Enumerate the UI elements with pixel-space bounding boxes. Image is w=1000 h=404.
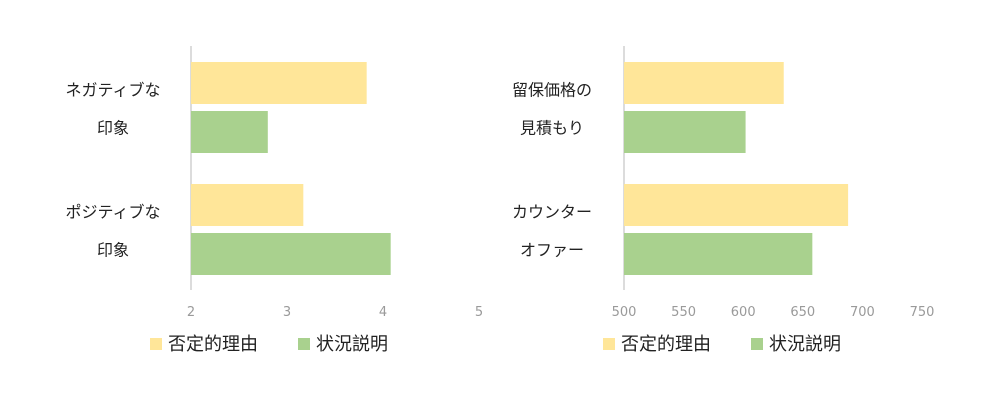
chart2-tick-label: 600 xyxy=(731,305,756,320)
chart2-tick-label: 650 xyxy=(790,305,815,320)
chart2-tick-label: 550 xyxy=(671,305,696,320)
chart2-category-label: カウンター xyxy=(512,203,592,222)
chart1-tick-label: 3 xyxy=(283,305,291,320)
chart1-bar-situation xyxy=(191,233,391,275)
chart1-category-label: 印象 xyxy=(97,119,129,138)
chart2-legend-swatch xyxy=(603,338,615,350)
chart2-bar-situation xyxy=(624,111,746,153)
chart1-bar-negative-reason xyxy=(191,62,367,104)
chart1-tick-label: 4 xyxy=(379,305,387,320)
chart1-legend-swatch xyxy=(150,338,162,350)
chart2-legend-label: 状況説明 xyxy=(769,334,841,355)
chart1-category-label: 印象 xyxy=(97,241,129,260)
chart1-tick-label: 2 xyxy=(187,305,195,320)
chart1-tick-label: 5 xyxy=(475,305,483,320)
chart2-tick-label: 750 xyxy=(910,305,935,320)
chart2-legend-label: 否定的理由 xyxy=(621,334,711,355)
chart1-legend-label: 状況説明 xyxy=(316,334,388,355)
chart1-legend-swatch xyxy=(298,338,310,350)
chart1-category-label: ポジティブな xyxy=(65,203,160,222)
chart2-category-label: オファー xyxy=(520,241,584,260)
chart2-bar-situation xyxy=(624,233,813,275)
chart2-tick-label: 700 xyxy=(850,305,875,320)
chart1-category-label: ネガティブな xyxy=(65,81,160,100)
chart2-bar-negative-reason xyxy=(624,184,849,226)
chart2-legend-swatch xyxy=(751,338,763,350)
chart1-legend-label: 否定的理由 xyxy=(168,334,258,355)
chart2-category-label: 見積もり xyxy=(520,119,584,138)
chart2-tick-label: 500 xyxy=(612,305,637,320)
chart2-category-label: 留保価格の xyxy=(512,81,592,100)
chart1-bar-situation xyxy=(191,111,268,153)
chart1-bar-negative-reason xyxy=(191,184,304,226)
chart2-bar-negative-reason xyxy=(624,62,784,104)
